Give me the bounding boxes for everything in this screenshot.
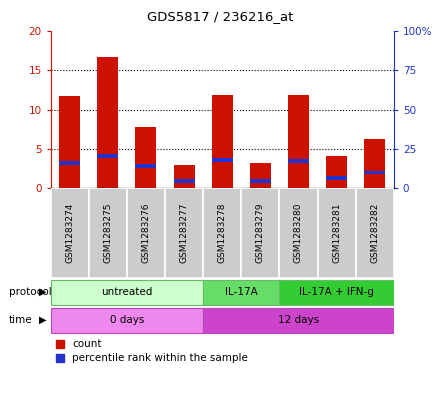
Text: GSM1283276: GSM1283276	[141, 203, 150, 263]
Bar	[59, 161, 80, 165]
Bar	[356, 188, 394, 278]
Bar	[364, 139, 385, 188]
Bar	[288, 95, 309, 188]
Text: 0 days: 0 days	[110, 315, 144, 325]
Bar	[174, 179, 194, 183]
Text: ▶: ▶	[39, 287, 46, 297]
Bar	[279, 280, 394, 305]
Bar	[97, 154, 118, 158]
Bar	[241, 188, 279, 278]
Bar	[165, 188, 203, 278]
Bar	[51, 280, 203, 305]
Bar	[89, 188, 127, 278]
Bar	[203, 188, 241, 278]
Bar	[97, 57, 118, 188]
Bar	[51, 188, 89, 278]
Bar	[136, 164, 157, 168]
Bar	[59, 96, 80, 188]
Bar	[288, 159, 309, 162]
Bar	[364, 171, 385, 174]
Bar	[212, 95, 233, 188]
Text: ▶: ▶	[39, 315, 46, 325]
Text: IL-17A + IFN-g: IL-17A + IFN-g	[299, 287, 374, 297]
Bar	[212, 158, 233, 162]
Text: GDS5817 / 236216_at: GDS5817 / 236216_at	[147, 10, 293, 23]
Bar	[250, 179, 271, 183]
Bar	[203, 308, 394, 332]
Bar	[174, 165, 194, 188]
Legend: count, percentile rank within the sample: count, percentile rank within the sample	[56, 339, 248, 364]
Text: GSM1283278: GSM1283278	[218, 203, 227, 263]
Bar	[326, 176, 347, 180]
Bar	[318, 188, 356, 278]
Text: 12 days: 12 days	[278, 315, 319, 325]
Bar	[203, 280, 279, 305]
Bar	[326, 156, 347, 188]
Bar	[51, 308, 203, 332]
Text: GSM1283275: GSM1283275	[103, 203, 112, 263]
Text: untreated: untreated	[101, 287, 153, 297]
Text: time: time	[9, 315, 33, 325]
Bar	[127, 188, 165, 278]
Bar	[250, 163, 271, 188]
Text: GSM1283282: GSM1283282	[370, 203, 379, 263]
Text: GSM1283280: GSM1283280	[294, 203, 303, 263]
Text: protocol: protocol	[9, 287, 51, 297]
Bar	[136, 127, 157, 188]
Text: GSM1283274: GSM1283274	[65, 203, 74, 263]
Bar	[279, 188, 318, 278]
Text: IL-17A: IL-17A	[225, 287, 258, 297]
Text: GSM1283281: GSM1283281	[332, 203, 341, 263]
Text: GSM1283277: GSM1283277	[180, 203, 189, 263]
Text: GSM1283279: GSM1283279	[256, 203, 265, 263]
